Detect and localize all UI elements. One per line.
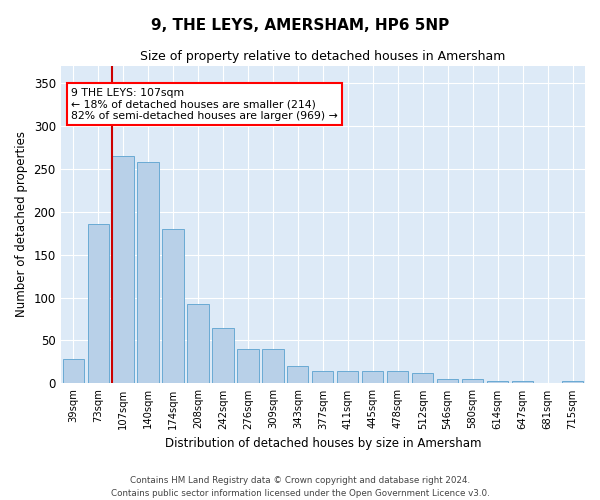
Bar: [163, 229, 184, 384]
Text: Contains HM Land Registry data © Crown copyright and database right 2024.
Contai: Contains HM Land Registry data © Crown c…: [110, 476, 490, 498]
Bar: [437, 379, 458, 384]
Bar: [187, 304, 209, 384]
Bar: [537, 382, 558, 384]
Text: 9 THE LEYS: 107sqm
← 18% of detached houses are smaller (214)
82% of semi-detach: 9 THE LEYS: 107sqm ← 18% of detached hou…: [71, 88, 338, 121]
X-axis label: Distribution of detached houses by size in Amersham: Distribution of detached houses by size …: [164, 437, 481, 450]
Bar: [62, 360, 84, 384]
Bar: [412, 373, 433, 384]
Bar: [387, 370, 409, 384]
Bar: [238, 349, 259, 384]
Bar: [262, 349, 284, 384]
Bar: [362, 370, 383, 384]
Bar: [112, 156, 134, 384]
Bar: [337, 370, 358, 384]
Bar: [287, 366, 308, 384]
Bar: [512, 381, 533, 384]
Bar: [487, 381, 508, 384]
Title: Size of property relative to detached houses in Amersham: Size of property relative to detached ho…: [140, 50, 506, 63]
Bar: [137, 162, 158, 384]
Bar: [462, 379, 483, 384]
Bar: [88, 224, 109, 384]
Y-axis label: Number of detached properties: Number of detached properties: [15, 132, 28, 318]
Bar: [312, 370, 334, 384]
Bar: [562, 381, 583, 384]
Text: 9, THE LEYS, AMERSHAM, HP6 5NP: 9, THE LEYS, AMERSHAM, HP6 5NP: [151, 18, 449, 32]
Bar: [212, 328, 233, 384]
